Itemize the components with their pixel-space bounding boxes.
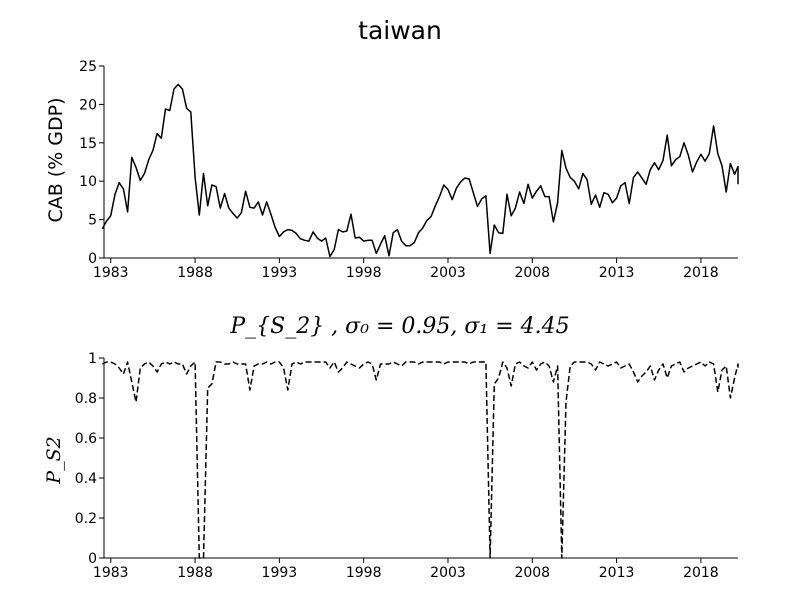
bottom-y-tick-label: 0.2 bbox=[75, 511, 97, 527]
top-y-tick-label: 0 bbox=[88, 251, 97, 267]
bottom-x-tick-label: 2013 bbox=[599, 565, 635, 581]
top-series-line bbox=[101, 83, 739, 258]
top-x-tick-label: 1998 bbox=[346, 265, 382, 281]
bottom-y-tick-label: 0.8 bbox=[75, 391, 97, 407]
top-x-tick-label: 2003 bbox=[430, 265, 466, 281]
top-y-tick-label: 5 bbox=[88, 213, 97, 229]
chart-title-top: taiwan bbox=[358, 16, 442, 45]
bottom-x-tick-label: 2008 bbox=[514, 565, 550, 581]
top-x-tick-label: 2018 bbox=[683, 265, 719, 281]
top-x-tick-label: 2013 bbox=[599, 265, 635, 281]
bottom-x-tick-label: 1988 bbox=[177, 565, 213, 581]
top-y-tick-label: 25 bbox=[79, 59, 97, 75]
bottom-y-tick-label: 0.6 bbox=[75, 431, 97, 447]
top-x-tick-label: 2008 bbox=[514, 265, 550, 281]
top-x-tick-label: 1983 bbox=[93, 265, 129, 281]
bottom-y-tick-label: 0.4 bbox=[75, 471, 97, 487]
top-y-tick-label: 15 bbox=[79, 136, 97, 152]
bottom-y-tick-label: 0 bbox=[88, 551, 97, 567]
bottom-series-line bbox=[101, 361, 739, 559]
bottom-x-tick-label: 2003 bbox=[430, 565, 466, 581]
bottom-x-tick-label: 1998 bbox=[346, 565, 382, 581]
bottom-x-tick-label: 2018 bbox=[683, 565, 719, 581]
top-y-tick-label: 10 bbox=[79, 174, 97, 190]
bottom-x-tick-label: 1993 bbox=[262, 565, 298, 581]
bottom-y-tick-label: 1 bbox=[88, 351, 97, 367]
top-x-tick-label: 1988 bbox=[177, 265, 213, 281]
top-y-tick-label: 20 bbox=[79, 97, 97, 113]
top-x-tick-label: 1993 bbox=[262, 265, 298, 281]
bottom-x-tick-label: 1983 bbox=[93, 565, 129, 581]
chart-title-bottom: P_{S_2} , σ₀ = 0.95, σ₁ = 4.45 bbox=[230, 314, 570, 339]
